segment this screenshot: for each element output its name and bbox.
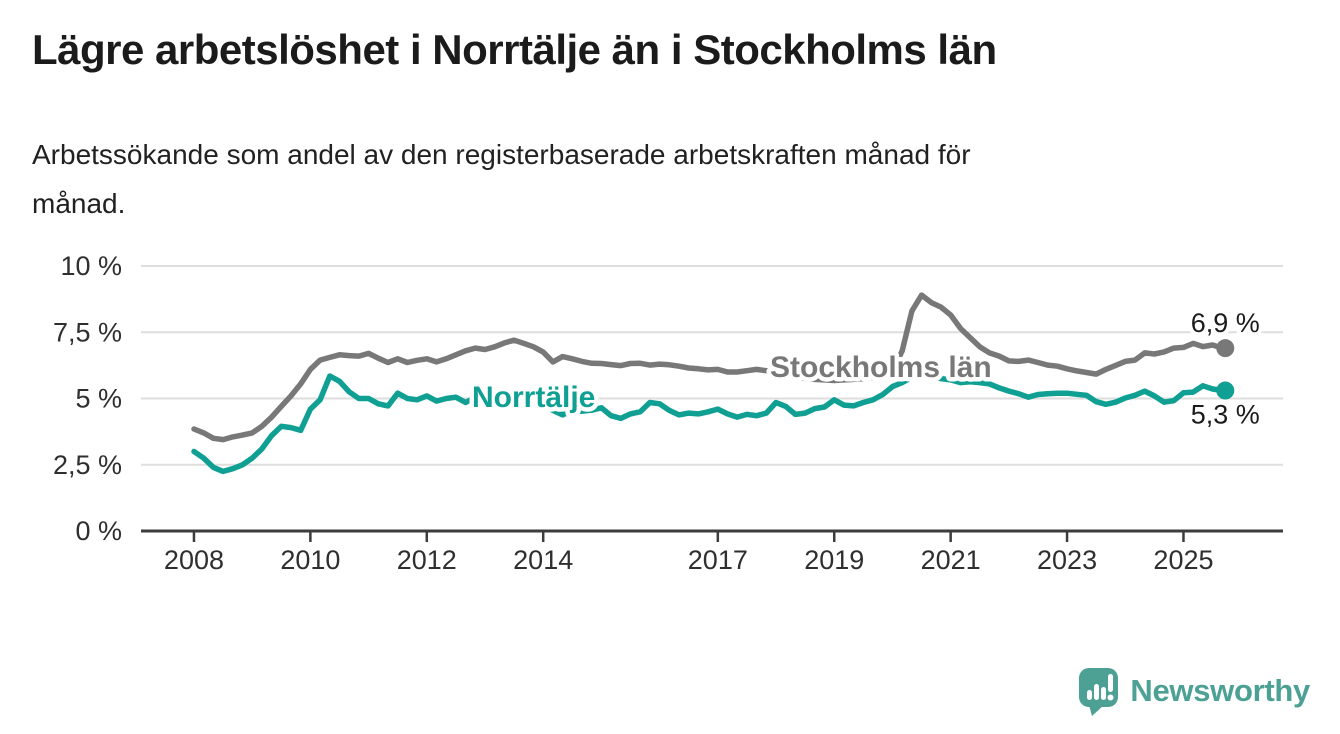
chart-subtitle: Arbetssökande som andel av den registerb…: [32, 130, 971, 228]
series-label-norrtalje: Norrtälje: [472, 381, 595, 414]
subtitle-line-2: månad.: [32, 188, 126, 219]
x-tick-label-2019: 2019: [804, 545, 864, 575]
y-tick-label-7.5: 7,5 %: [53, 317, 122, 347]
x-tick-label-2025: 2025: [1153, 545, 1213, 575]
x-tick-label-2012: 2012: [397, 545, 457, 575]
x-tick-label-2017: 2017: [688, 545, 748, 575]
end-dot-stockholms-lan: [1216, 339, 1235, 358]
y-tick-label-10: 10 %: [60, 251, 122, 281]
series-line-stockholms-lan: [191, 292, 1226, 443]
y-tick-label-2.5: 2,5 %: [53, 450, 122, 480]
newsworthy-brand: Newsworthy: [1078, 666, 1310, 716]
x-tick-label-2014: 2014: [513, 545, 573, 575]
x-tick-label-2008: 2008: [164, 545, 224, 575]
page-title: Lägre arbetslöshet i Norrtälje än i Stoc…: [32, 26, 997, 73]
x-tick-label-2023: 2023: [1037, 545, 1097, 575]
end-dot-norrtalje: [1216, 381, 1235, 400]
y-tick-label-5: 5 %: [75, 384, 122, 414]
end-value-norrtalje: 5,3 %: [1191, 400, 1260, 430]
subtitle-line-1: Arbetssökande som andel av den registerb…: [32, 139, 971, 170]
newsworthy-wordmark: Newsworthy: [1130, 673, 1310, 708]
x-tick-label-2021: 2021: [921, 545, 981, 575]
y-tick-label-0: 0 %: [75, 516, 122, 546]
series-line-norrtalje: [191, 370, 1226, 475]
x-tick-label-2010: 2010: [280, 545, 340, 575]
series-label-stockholms-lan: Stockholms län: [770, 351, 992, 384]
newsworthy-logo-icon: [1079, 668, 1119, 716]
end-value-stockholms-lan: 6,9 %: [1191, 308, 1260, 338]
